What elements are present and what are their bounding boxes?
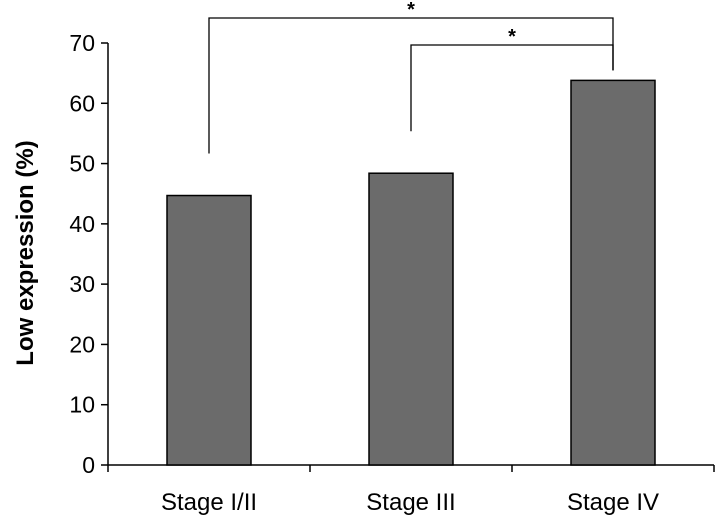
x-tick-label: Stage III	[366, 489, 455, 516]
y-tick-label: 20	[69, 331, 95, 357]
x-tick-label: Stage I/II	[161, 489, 257, 516]
x-tick-label: Stage IV	[567, 489, 659, 516]
y-tick-label: 50	[69, 151, 95, 177]
significance-brackets: **	[208, 0, 614, 154]
y-axis-label: Low expression (%)	[12, 140, 39, 365]
bar	[570, 79, 656, 466]
y-tick-label: 70	[69, 30, 95, 56]
significance-bracket	[208, 17, 614, 154]
y-tick-label: 30	[69, 271, 95, 297]
significance-star: *	[508, 26, 516, 48]
bars	[166, 79, 656, 466]
y-tick-label: 10	[69, 392, 95, 418]
significance-star: *	[407, 0, 415, 21]
significance-bracket	[410, 44, 614, 132]
bar	[166, 194, 252, 466]
y-tick-label: 0	[82, 452, 95, 478]
bar	[368, 172, 454, 466]
y-tick-label: 40	[69, 211, 95, 237]
y-tick-label: 60	[69, 90, 95, 116]
axes: 0 10 20 30 40 50 60 70 Stage I/II Stage III Stage …	[69, 30, 715, 516]
